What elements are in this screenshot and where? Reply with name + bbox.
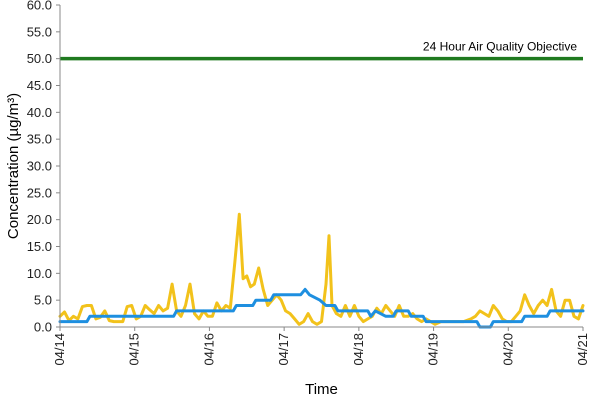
y-tick-label: 45.0 [27, 78, 52, 93]
objective-label: 24 Hour Air Quality Objective [423, 40, 577, 54]
x-tick-label: 04/16 [201, 333, 216, 366]
y-tick-label: 55.0 [27, 24, 52, 39]
x-tick-label: 04/15 [127, 333, 142, 366]
y-tick-label: 60.0 [27, 0, 52, 13]
y-tick-label: 35.0 [27, 132, 52, 147]
y-tick-label: 0.0 [34, 320, 52, 335]
x-tick-label: 04/20 [500, 333, 515, 366]
x-tick-label: 04/19 [426, 333, 441, 366]
x-tick-label: 04/21 [575, 333, 590, 366]
y-tick-label: 40.0 [27, 105, 52, 120]
y-tick-label: 50.0 [27, 51, 52, 66]
x-tick-label: 04/18 [351, 333, 366, 366]
y-tick-label: 10.0 [27, 266, 52, 281]
series-line-1 [58, 212, 585, 326]
x-axis-ticks: 04/14 04/15 04/16 04/17 04/18 04/19 04/20 04/21 [52, 327, 590, 366]
y-tick-label: 30.0 [27, 159, 52, 174]
y-tick-label: 20.0 [27, 212, 52, 227]
series-layer [58, 212, 585, 329]
x-axis-title: Time [305, 381, 338, 398]
x-tick-label: 04/14 [52, 333, 67, 366]
y-tick-label: 15.0 [27, 239, 52, 254]
y-tick-label: 5.0 [34, 293, 52, 308]
y-axis-title: Concentration (µg/m³) [5, 93, 22, 239]
y-tick-label: 25.0 [27, 185, 52, 200]
objective-layer: 24 Hour Air Quality Objective [60, 40, 583, 61]
y-axis-ticks: 0.0 5.0 10.0 15.0 20.0 25.0 30.0 35.0 40.0 45.0 50… [27, 0, 60, 335]
x-tick-label: 04/17 [276, 333, 291, 366]
